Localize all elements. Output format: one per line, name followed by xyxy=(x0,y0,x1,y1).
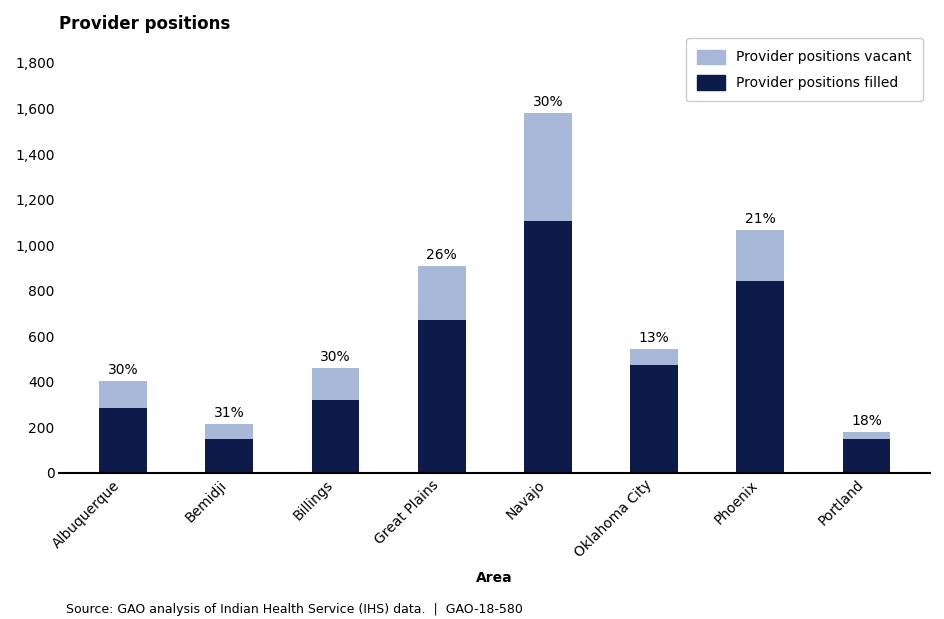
Bar xyxy=(99,409,146,473)
Bar xyxy=(312,400,359,473)
Text: 26%: 26% xyxy=(426,248,457,262)
Bar xyxy=(99,381,146,409)
Bar xyxy=(842,432,889,439)
Text: 18%: 18% xyxy=(851,414,881,428)
Legend: Provider positions vacant, Provider positions filled: Provider positions vacant, Provider posi… xyxy=(685,38,922,102)
Bar xyxy=(205,424,253,439)
Bar xyxy=(630,365,677,473)
Bar xyxy=(417,319,465,473)
Text: 13%: 13% xyxy=(638,331,668,345)
Bar xyxy=(735,230,784,281)
Text: 30%: 30% xyxy=(108,363,138,376)
Text: Provider positions: Provider positions xyxy=(59,15,230,33)
Bar xyxy=(523,221,571,473)
Bar xyxy=(523,113,571,221)
Bar xyxy=(735,281,784,473)
Bar xyxy=(842,439,889,473)
X-axis label: Area: Area xyxy=(476,571,513,586)
Text: 30%: 30% xyxy=(532,95,563,109)
Text: 21%: 21% xyxy=(744,212,775,227)
Bar xyxy=(205,439,253,473)
Text: 31%: 31% xyxy=(213,406,244,420)
Bar xyxy=(417,266,465,319)
Bar xyxy=(312,368,359,400)
Text: 30%: 30% xyxy=(320,350,350,364)
Text: Source: GAO analysis of Indian Health Service (IHS) data.  |  GAO-18-580: Source: GAO analysis of Indian Health Se… xyxy=(66,603,522,616)
Bar xyxy=(630,349,677,365)
